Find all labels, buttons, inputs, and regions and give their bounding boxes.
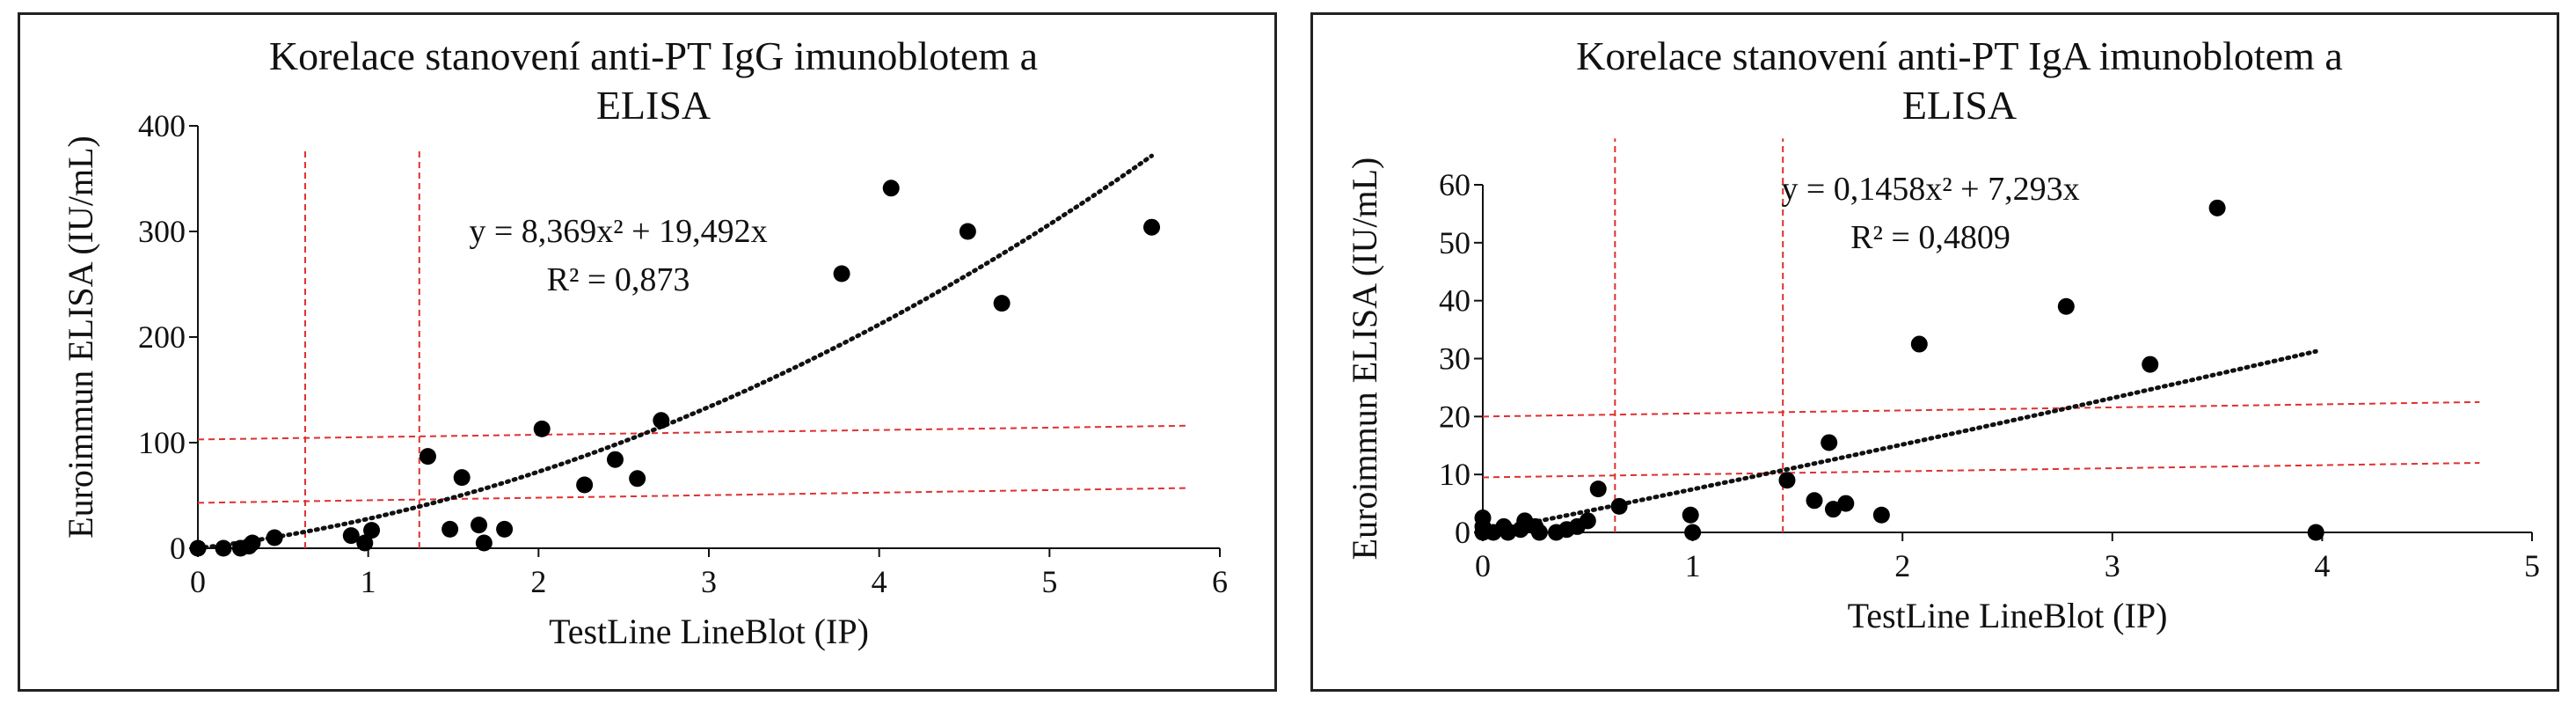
x-axis-label: TestLine LineBlot (IP)	[1848, 596, 2168, 635]
trendline	[195, 153, 1154, 551]
data-point	[959, 223, 976, 240]
data-point	[342, 527, 360, 545]
y-tick-label: 30	[1439, 341, 1470, 377]
x-tick-label: 5	[2524, 548, 2540, 583]
x-tick-label: 2	[1894, 548, 1910, 583]
y-axis-label: Euroimmun ELISA (IU/mL)	[1345, 158, 1384, 561]
y-tick-label: 400	[138, 108, 186, 143]
data-point	[363, 522, 381, 539]
data-point	[1610, 497, 1628, 515]
data-point	[266, 529, 283, 546]
y-tick-label: 50	[1439, 225, 1470, 260]
x-tick-label: 4	[2314, 548, 2330, 583]
y-tick-label: 40	[1439, 283, 1470, 319]
chart-title-line: Korelace stanovení anti-PT IgA imunoblot…	[1576, 33, 2343, 78]
data-point	[653, 412, 670, 429]
data-point	[189, 539, 207, 557]
data-point	[1824, 501, 1842, 518]
data-point	[2057, 297, 2075, 315]
y-tick-label: 20	[1439, 399, 1470, 434]
data-point	[606, 451, 624, 468]
y-tick-label: 10	[1439, 457, 1470, 492]
data-point	[533, 420, 551, 437]
data-point	[244, 534, 261, 552]
trendline-equation: y = 8,369x² + 19,492x	[469, 213, 767, 250]
data-point	[419, 448, 436, 466]
y-tick-label: 100	[138, 425, 186, 460]
x-axis-label: TestLine LineBlot (IP)	[549, 612, 869, 651]
data-point	[882, 180, 900, 197]
data-point	[475, 534, 493, 552]
trendline	[1480, 348, 2318, 535]
data-point	[629, 470, 646, 488]
data-point	[1474, 510, 1492, 527]
data-point	[1530, 524, 1548, 541]
data-point	[496, 520, 514, 538]
data-point	[215, 539, 232, 557]
y-tick-label: 0	[1455, 515, 1470, 550]
y-tick-label: 0	[170, 531, 186, 566]
x-tick-label: 2	[530, 564, 546, 599]
data-point	[356, 534, 374, 552]
chart-title-line: Korelace stanovení anti-PT IgG imunoblot…	[269, 33, 1038, 78]
x-tick-label: 6	[1212, 564, 1228, 599]
x-tick-label: 5	[1041, 564, 1057, 599]
data-point	[1806, 492, 1823, 510]
x-tick-label: 3	[2105, 548, 2120, 583]
cutoff-horizontal-line	[1482, 462, 2480, 479]
data-point	[1589, 480, 1607, 498]
chart-panel-igg: Korelace stanovení anti-PT IgG imunoblot…	[18, 12, 1277, 692]
x-tick-label: 0	[1475, 548, 1491, 583]
scatter-chart-iga: Korelace stanovení anti-PT IgA imunoblot…	[1345, 33, 2540, 635]
data-point	[833, 265, 850, 282]
cutoff-horizontal-line	[1482, 400, 2480, 418]
x-tick-label: 1	[361, 564, 376, 599]
data-point	[1778, 472, 1796, 489]
data-point	[2142, 356, 2159, 373]
scatter-chart-igg: Korelace stanovení anti-PT IgG imunoblot…	[61, 33, 1228, 651]
cutoff-horizontal-line	[197, 424, 1186, 441]
data-point	[2307, 524, 2324, 541]
data-point	[993, 295, 1011, 312]
y-axis-label: Euroimmun ELISA (IU/mL)	[61, 136, 100, 539]
data-point	[1143, 218, 1161, 236]
data-point	[471, 517, 488, 534]
data-point	[1682, 506, 1699, 524]
data-point	[2208, 199, 2226, 216]
data-point	[576, 476, 594, 494]
data-point	[1910, 335, 1928, 353]
y-tick-label: 200	[138, 319, 186, 355]
x-tick-label: 3	[701, 564, 717, 599]
data-point	[1837, 495, 1855, 512]
data-point	[1684, 524, 1702, 541]
y-tick-label: 300	[138, 214, 186, 249]
data-point	[441, 520, 459, 538]
data-point	[453, 469, 471, 487]
trendline-equation: R² = 0,4809	[1850, 219, 2010, 256]
chart-panel-iga: Korelace stanovení anti-PT IgA imunoblot…	[1310, 12, 2559, 692]
x-tick-label: 4	[872, 564, 887, 599]
data-point	[1821, 434, 1838, 451]
data-point	[1500, 524, 1517, 541]
data-point	[1872, 506, 1890, 524]
x-tick-label: 0	[190, 564, 206, 599]
chart-title-line: ELISA	[596, 83, 711, 128]
trendline-equation: R² = 0,873	[547, 261, 690, 298]
chart-title-line: ELISA	[1902, 83, 2017, 128]
y-tick-label: 60	[1439, 167, 1470, 202]
cutoff-horizontal-line	[197, 487, 1186, 504]
x-tick-label: 1	[1685, 548, 1701, 583]
trendline-equation: y = 0,1458x² + 7,293x	[1781, 171, 2079, 208]
data-point	[1579, 512, 1596, 530]
